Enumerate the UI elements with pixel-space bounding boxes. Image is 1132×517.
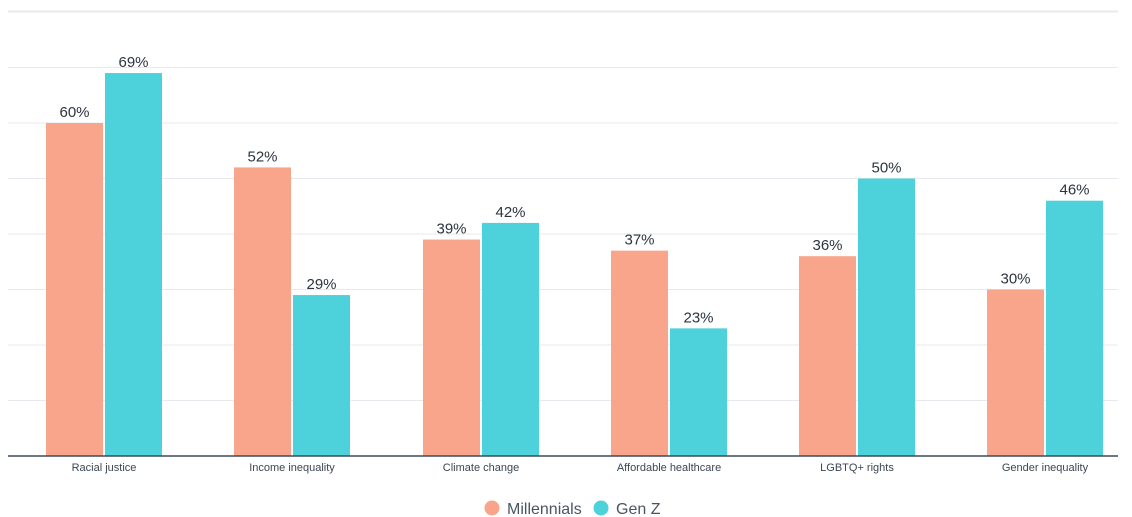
- bars: [8, 73, 1118, 457]
- value-label: 60%: [59, 104, 89, 121]
- category-label: Racial justice: [72, 462, 137, 474]
- value-label: 39%: [436, 221, 466, 238]
- bar-millennials[interactable]: [46, 123, 103, 456]
- bar-millennials[interactable]: [987, 289, 1044, 457]
- value-label: 50%: [871, 160, 901, 177]
- legend-label: Millennials: [507, 501, 582, 517]
- value-label: 29%: [306, 276, 336, 293]
- gridlines: [8, 10, 1118, 401]
- value-label: 46%: [1059, 182, 1089, 199]
- category-label: Gender inequality: [1002, 462, 1089, 474]
- bar-gen-z[interactable]: [1046, 200, 1103, 456]
- category-label: Climate change: [443, 462, 519, 474]
- bar-gen-z[interactable]: [858, 178, 915, 457]
- category-label: Income inequality: [249, 462, 335, 474]
- category-label: Affordable healthcare: [617, 462, 721, 474]
- bar-millennials[interactable]: [611, 250, 668, 456]
- bar-gen-z[interactable]: [482, 222, 539, 456]
- legend-item-millennials[interactable]: Millennials: [484, 500, 582, 517]
- bar-millennials[interactable]: [799, 256, 856, 456]
- value-label: 69%: [118, 54, 148, 71]
- legend-label: Gen Z: [616, 501, 661, 517]
- bar-gen-z[interactable]: [293, 295, 350, 456]
- bar-millennials[interactable]: [423, 239, 480, 456]
- value-label: 52%: [247, 148, 277, 165]
- legend-marker: [484, 500, 500, 516]
- value-label: 37%: [624, 232, 654, 249]
- value-label: 23%: [683, 309, 713, 326]
- category-labels: Racial justice Income inequality Climate c…: [72, 462, 1089, 474]
- category-label: LGBTQ+ rights: [820, 462, 894, 474]
- value-label: 30%: [1000, 271, 1030, 288]
- value-label: 36%: [812, 237, 842, 254]
- value-label: 42%: [495, 204, 525, 221]
- legend-item-gen-z[interactable]: Gen Z: [593, 500, 661, 517]
- bar-gen-z[interactable]: [105, 73, 162, 457]
- bar-gen-z[interactable]: [670, 328, 727, 456]
- legend-marker: [593, 500, 609, 516]
- value-labels: 60% 69% 52% 29% 39% 42% 37% 23% 36% 50% 30% 46%: [59, 54, 1089, 326]
- bar-millennials[interactable]: [234, 167, 291, 456]
- legend[interactable]: Millennials Gen Z: [484, 500, 661, 517]
